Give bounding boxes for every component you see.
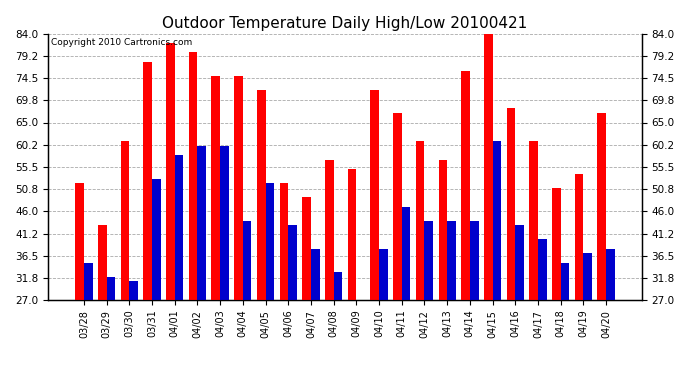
- Bar: [302, 197, 311, 300]
- Bar: [288, 225, 297, 300]
- Bar: [257, 90, 266, 300]
- Bar: [561, 262, 569, 300]
- Bar: [470, 220, 478, 300]
- Bar: [106, 277, 115, 300]
- Bar: [175, 155, 184, 300]
- Bar: [325, 160, 334, 300]
- Bar: [461, 71, 470, 300]
- Bar: [129, 281, 138, 300]
- Bar: [538, 239, 546, 300]
- Bar: [552, 188, 561, 300]
- Bar: [575, 174, 584, 300]
- Bar: [220, 146, 229, 300]
- Bar: [515, 225, 524, 300]
- Bar: [402, 207, 411, 300]
- Bar: [379, 249, 388, 300]
- Bar: [584, 253, 592, 300]
- Bar: [279, 183, 288, 300]
- Bar: [484, 34, 493, 300]
- Bar: [416, 141, 424, 300]
- Title: Outdoor Temperature Daily High/Low 20100421: Outdoor Temperature Daily High/Low 20100…: [162, 16, 528, 31]
- Bar: [152, 178, 161, 300]
- Bar: [529, 141, 538, 300]
- Bar: [393, 113, 402, 300]
- Bar: [266, 183, 274, 300]
- Bar: [506, 108, 515, 300]
- Bar: [197, 146, 206, 300]
- Bar: [166, 43, 175, 300]
- Bar: [424, 220, 433, 300]
- Bar: [243, 220, 251, 300]
- Text: Copyright 2010 Cartronics.com: Copyright 2010 Cartronics.com: [51, 38, 193, 47]
- Bar: [189, 53, 197, 300]
- Bar: [144, 62, 152, 300]
- Bar: [334, 272, 342, 300]
- Bar: [348, 169, 356, 300]
- Bar: [371, 90, 379, 300]
- Bar: [447, 220, 456, 300]
- Bar: [598, 113, 606, 300]
- Bar: [98, 225, 106, 300]
- Bar: [606, 249, 615, 300]
- Bar: [75, 183, 84, 300]
- Bar: [212, 76, 220, 300]
- Bar: [439, 160, 447, 300]
- Bar: [493, 141, 501, 300]
- Bar: [234, 76, 243, 300]
- Bar: [311, 249, 319, 300]
- Bar: [84, 262, 92, 300]
- Bar: [121, 141, 129, 300]
